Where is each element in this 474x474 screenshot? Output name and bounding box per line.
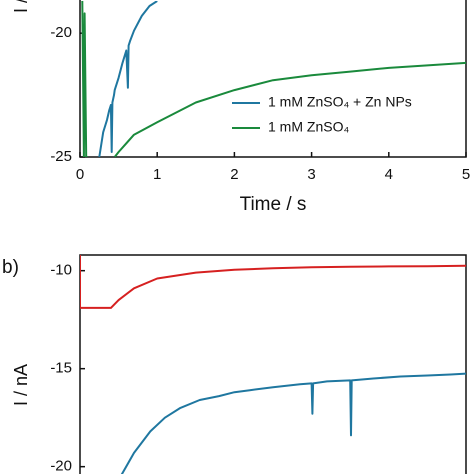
data-line [120,372,466,474]
x-tick-label: 0 [76,166,84,183]
data-line [81,1,466,157]
x-tick-label: 5 [462,166,470,183]
y-tick-label: -20 [50,24,72,41]
y-axis-label: I / nA [11,364,31,406]
data-line [80,255,466,309]
panel-label: b) [2,257,19,278]
legend-label: 1 mM ZnSO₄ + Zn NPs [268,94,412,110]
y-tick-label: -15 [50,360,72,377]
x-tick-label: 3 [307,166,315,183]
y-axis-label: I / nA [11,0,31,13]
x-tick-label: 1 [153,166,161,183]
axis-frame [79,254,467,474]
x-tick-label: 2 [230,166,238,183]
y-tick-label: -20 [50,458,72,474]
y-tick-label: -25 [50,148,72,165]
y-tick-label: -10 [50,262,72,279]
plot-area [80,255,466,474]
axis-frame [79,0,467,158]
plot-area [81,1,466,157]
legend-label: 1 mM ZnSO₄ [268,119,349,135]
data-line [98,1,158,157]
x-tick-label: 4 [385,166,393,183]
x-axis-label: Time / s [240,194,307,215]
